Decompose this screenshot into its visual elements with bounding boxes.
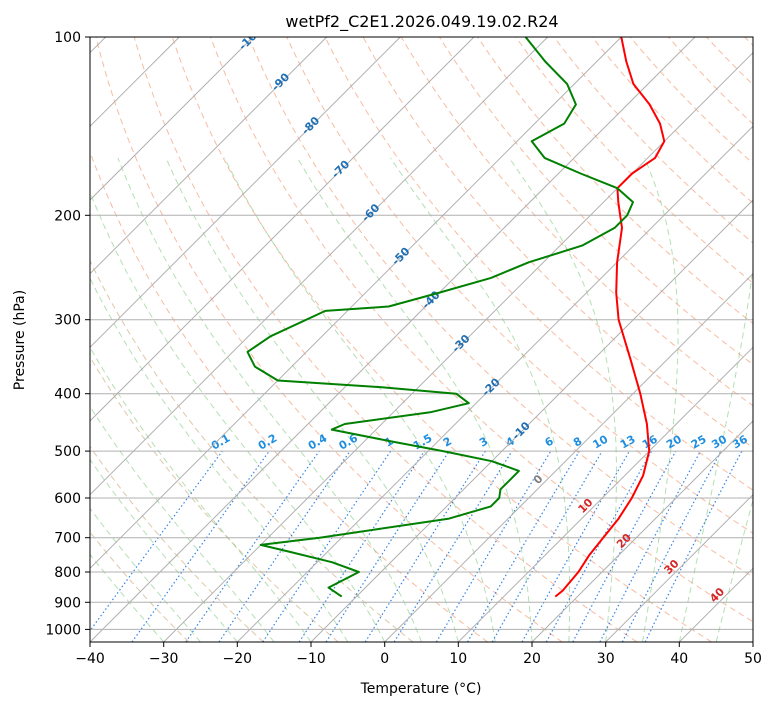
- mixing-ratio-line: [572, 450, 677, 642]
- isotherm: [310, 199, 753, 642]
- mixing-ratio-line: [218, 450, 351, 642]
- mixing-ratio-line: [325, 450, 450, 642]
- y-tick-label: 1000: [45, 622, 81, 638]
- y-tick-label: 300: [54, 313, 81, 329]
- dry-adiabat: [210, 37, 753, 623]
- moist-adiabat: [390, 157, 571, 642]
- isotherm: [90, 37, 549, 496]
- isotherm: [605, 493, 753, 642]
- moist-adiabat: [90, 346, 312, 642]
- x-tick-label: −30: [149, 651, 179, 667]
- x-tick-label: 50: [744, 651, 762, 667]
- isotherm: [90, 37, 696, 642]
- plot-frame: [89, 36, 754, 643]
- y-axis-label: Pressure (hPa): [12, 290, 28, 390]
- isotherm: [90, 37, 328, 275]
- x-tick-label: 40: [670, 651, 688, 667]
- y-tick-label: 200: [54, 208, 81, 224]
- moist-adiabat: [90, 277, 349, 642]
- isotherm: [90, 37, 401, 349]
- x-axis-label: Temperature (°C): [360, 681, 482, 697]
- dry-adiabat: [248, 37, 753, 578]
- isotherm: [90, 37, 475, 422]
- y-tick-label: 800: [54, 565, 81, 581]
- isotherm: [531, 420, 753, 642]
- isotherm: [236, 125, 753, 642]
- mixing-ratio-line: [364, 450, 486, 642]
- dry-adiabat: [477, 37, 753, 325]
- dry-adiabat: [629, 37, 753, 165]
- y-tick-label: 100: [54, 30, 81, 46]
- mixing-ratio-line: [521, 450, 631, 642]
- axis-ticks: −40 −30 −20 −10 0 10 20 30 40 50 100 200 300 400 500 60…: [45, 30, 762, 667]
- isotherm: [457, 346, 753, 642]
- moist-adiabat: [642, 157, 679, 642]
- isotherm: [90, 37, 622, 570]
- dewpoint-profile: [246, 37, 634, 598]
- isotherm: [384, 272, 753, 642]
- moist-adiabat: [508, 157, 617, 642]
- x-tick-label: 10: [449, 651, 467, 667]
- mixing-ratio-line: [90, 450, 223, 632]
- y-tick-label: 700: [54, 531, 81, 547]
- x-tick-label: 30: [597, 651, 615, 667]
- temperature-profile: [554, 37, 666, 598]
- dry-adiabat: [400, 37, 753, 407]
- isotherm: [163, 51, 753, 642]
- isotherm: [90, 37, 254, 201]
- x-tick-label: −40: [75, 651, 105, 667]
- x-tick-label: 20: [523, 651, 541, 667]
- y-tick-label: 500: [54, 444, 81, 460]
- x-tick-label: −20: [223, 651, 253, 667]
- dry-adiabat: [133, 37, 638, 642]
- dry-adiabat: [515, 37, 753, 284]
- dry-adiabat: [591, 37, 753, 204]
- y-tick-label: 400: [54, 387, 81, 403]
- dry-adiabat: [171, 37, 712, 642]
- chart-title: wetPf2_C2E1.2026.049.19.02.R24: [285, 12, 558, 32]
- x-tick-label: −10: [296, 651, 326, 667]
- mixing-ratio-line: [185, 450, 320, 642]
- moist-adiabat: [296, 157, 533, 642]
- y-tick-label: 600: [54, 491, 81, 507]
- dry-adiabat: [324, 37, 753, 491]
- mixing-ratio-line: [131, 450, 270, 642]
- mixing-ratio-line: [393, 450, 513, 642]
- mixing-ratio-line: [491, 450, 603, 642]
- mixing-ratio-line: [466, 450, 580, 642]
- x-tick-label: 0: [380, 651, 389, 667]
- y-tick-label: 900: [54, 595, 81, 611]
- dry-adiabat: [95, 37, 563, 642]
- dry-adiabat: [90, 445, 264, 642]
- mixing-ratio-line: [435, 450, 552, 642]
